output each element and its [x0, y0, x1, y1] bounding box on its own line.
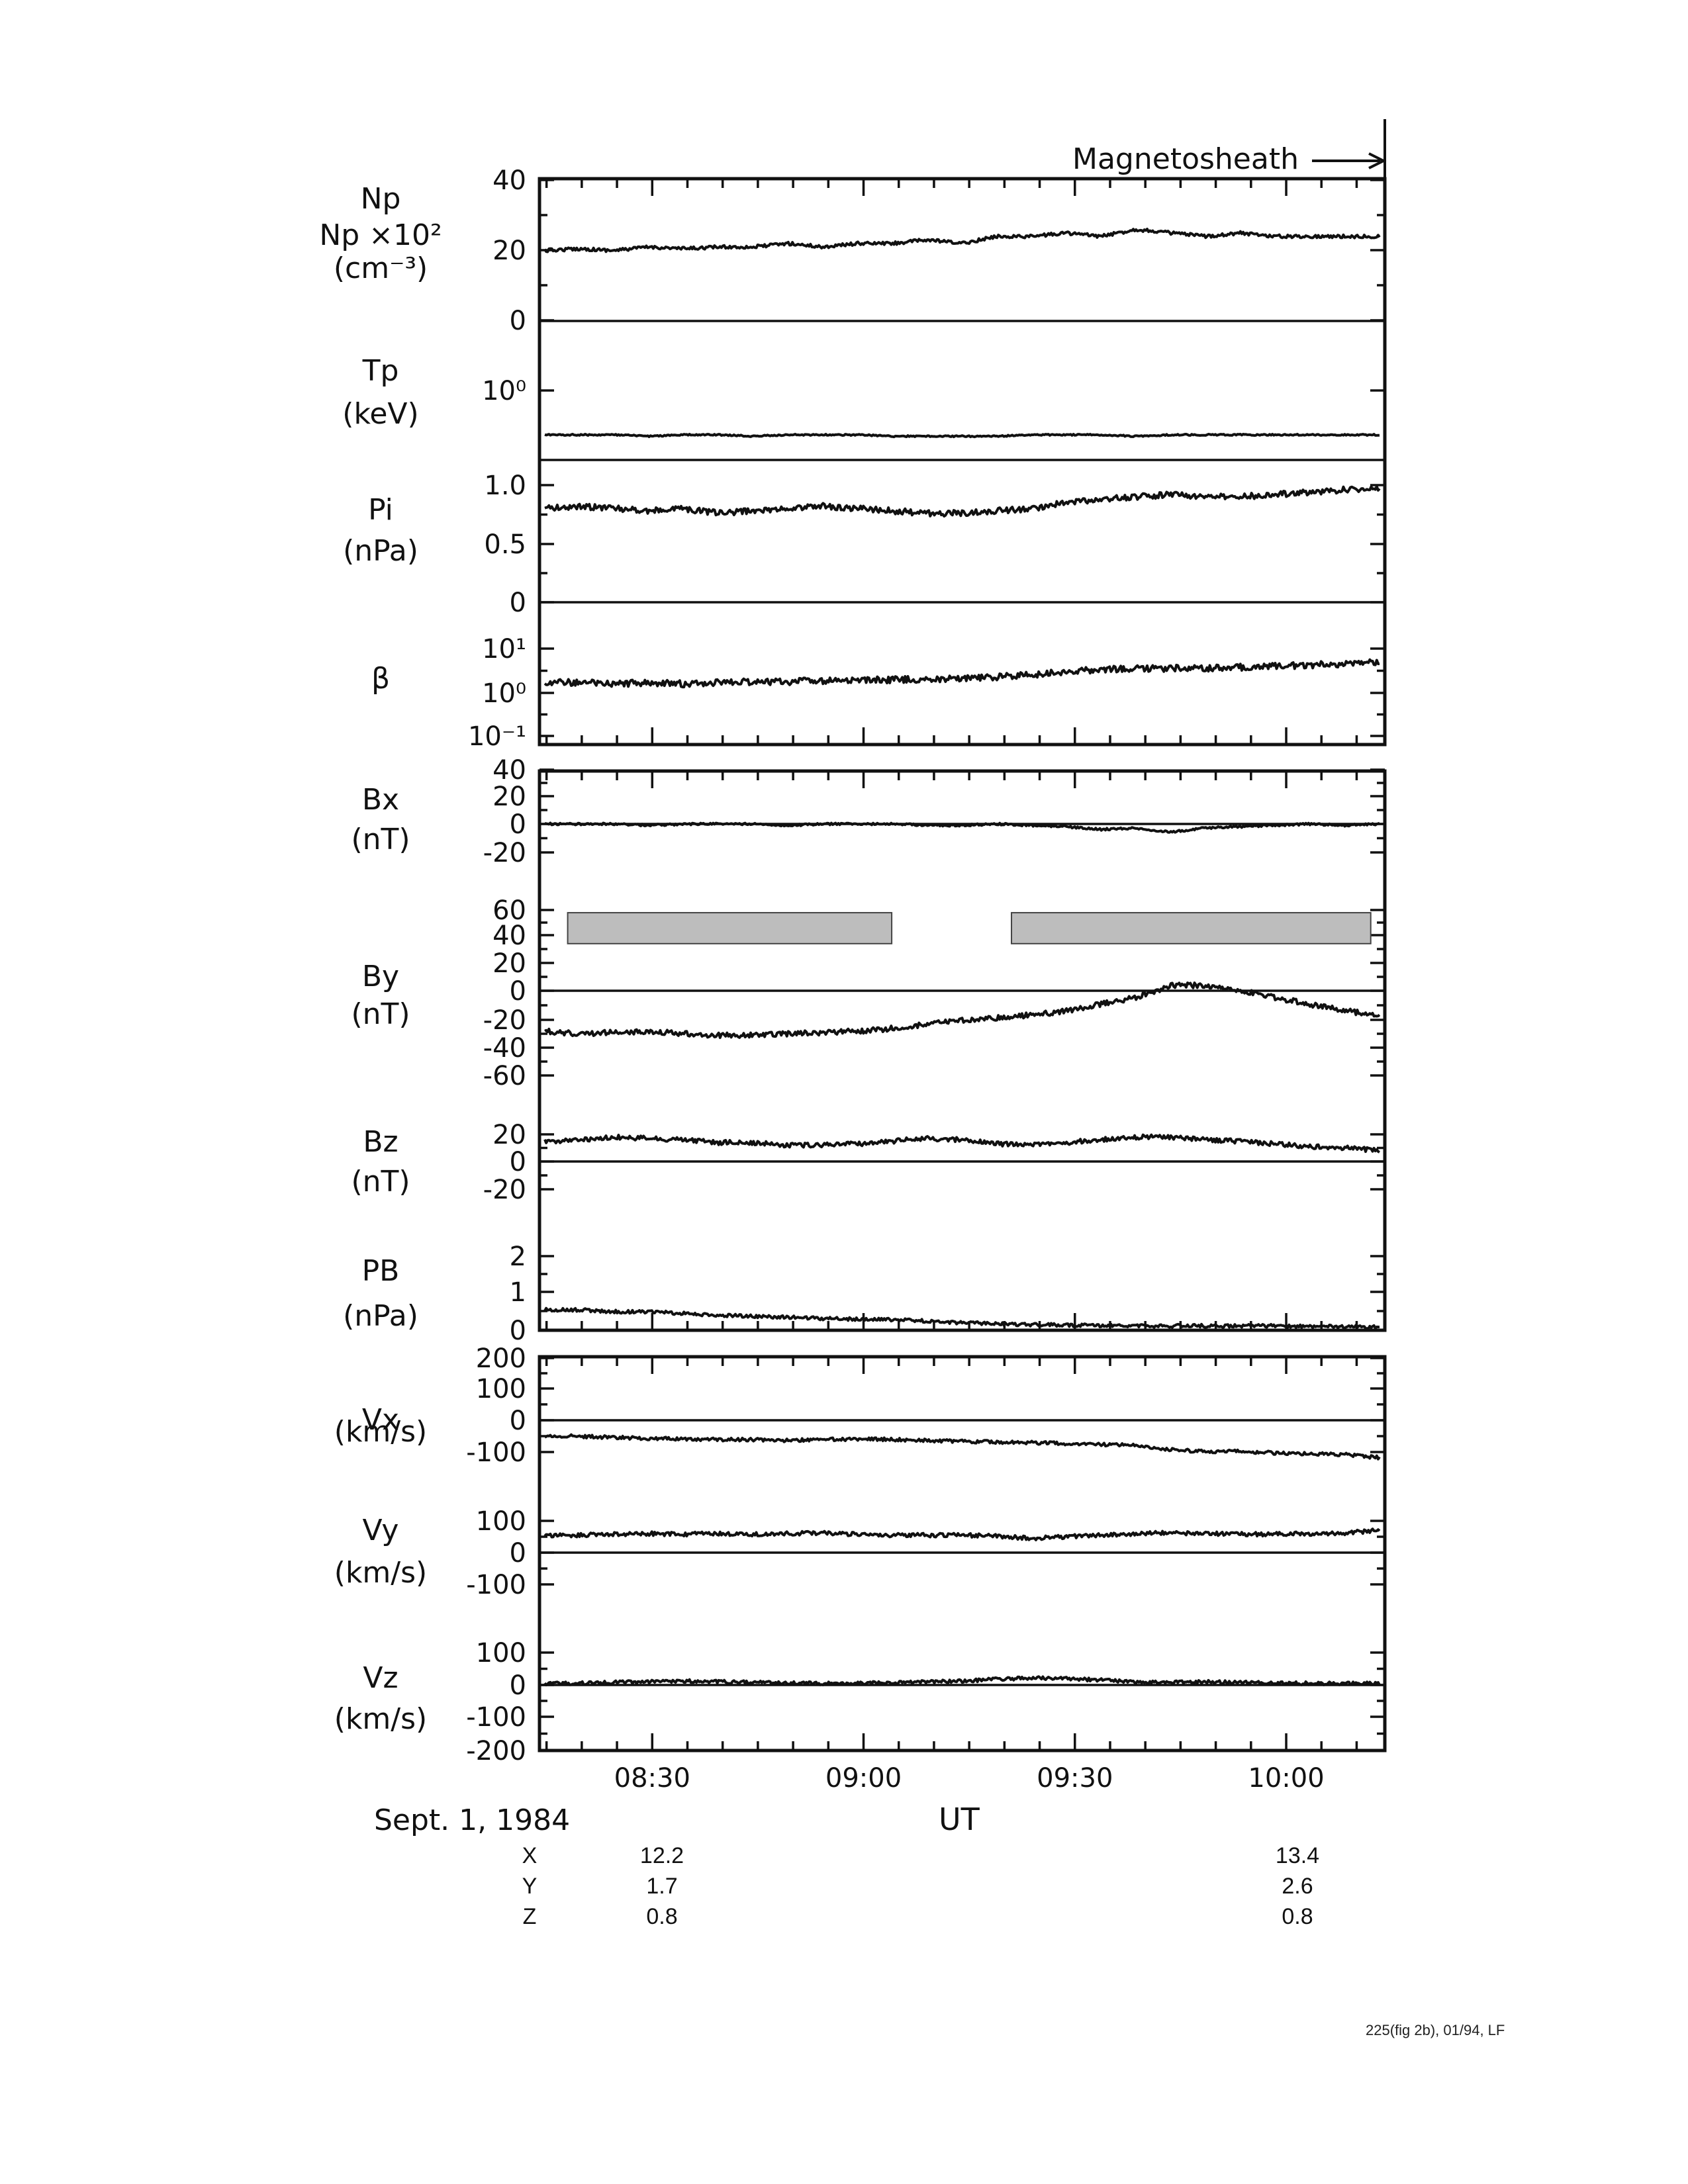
y-tick-label: 0: [510, 1670, 526, 1701]
series-tp: [544, 433, 1380, 439]
y-tick-label: -60: [483, 1061, 526, 1091]
time-axis: 08:30 09:00 09:30 10:00: [614, 1763, 1325, 1794]
y-tick-label: -100: [466, 1570, 526, 1600]
y-tick-label: 0.5: [484, 529, 526, 560]
y-tick-label: 20: [492, 782, 526, 812]
y-tick-label: 0: [510, 1147, 526, 1177]
y-tick-label: 0: [510, 1316, 526, 1346]
series-vx: [544, 1433, 1381, 1461]
y-tick-label: -20: [483, 1175, 526, 1205]
series-pb: [543, 1306, 1380, 1330]
panel-label-tp: Tp: [362, 354, 399, 388]
y-tick-label: 2: [510, 1242, 526, 1272]
position-start-value: 1.7: [646, 1874, 677, 1899]
x-axis-label: UT: [939, 1801, 980, 1837]
panel-label-np: (cm⁻³): [334, 251, 428, 285]
panel-label-pb: (nPa): [343, 1299, 418, 1333]
series-vy: [543, 1527, 1381, 1541]
figure-footer: 225(fig 2b), 01/94, LF: [1366, 2022, 1505, 2038]
y-tick-label: 20: [492, 948, 526, 979]
x-tick-label: 09:30: [1037, 1763, 1113, 1794]
panel-label-bx: (nT): [351, 823, 410, 856]
y-tick-label: 0: [510, 588, 526, 618]
series-pi: [544, 484, 1381, 518]
panel-label-vy: (km/s): [334, 1556, 427, 1590]
series-vz: [543, 1675, 1381, 1686]
panel-label-vz: (km/s): [334, 1702, 427, 1736]
panel-label-bz: (nT): [351, 1165, 410, 1199]
y-tick-label: -100: [466, 1702, 526, 1733]
y-tick-label: 10⁰: [482, 376, 526, 406]
y-tick-label: 1: [510, 1277, 526, 1308]
field-panel-frame: [538, 769, 1387, 1332]
panel-label-pi: Pi: [368, 493, 393, 527]
y-tick-label: 0: [510, 306, 526, 336]
series-by: [544, 981, 1381, 1039]
shaded-interval: [567, 912, 893, 944]
y-tick-label: 0: [510, 976, 526, 1007]
panel-label-vx: (km/s): [334, 1415, 427, 1449]
y-tick-label: 100: [476, 1638, 526, 1668]
panel-label-pb: PB: [362, 1254, 400, 1288]
series-np: [543, 228, 1381, 253]
y-tick-label: 100: [476, 1374, 526, 1404]
series-bx: [544, 821, 1380, 834]
y-tick-label: 20: [492, 1120, 526, 1150]
y-tick-label: 60: [492, 895, 526, 926]
position-axis-label: Z: [523, 1904, 537, 1929]
panel-label-pi: (nPa): [343, 534, 418, 568]
y-tick-label: 20: [492, 236, 526, 266]
x-tick-label: 09:00: [825, 1763, 902, 1794]
panel-label-vz: Vz: [363, 1661, 398, 1695]
panel-label-np: Np ×10²: [319, 218, 442, 252]
y-tick-label: 40: [492, 165, 526, 196]
y-tick-label: -20: [483, 838, 526, 868]
y-tick-label: 200: [476, 1343, 526, 1374]
position-end-value: 13.4: [1276, 1843, 1319, 1868]
y-tick-label: 0: [510, 1406, 526, 1436]
y-tick-label: 10¹: [482, 634, 526, 664]
x-tick-label: 08:30: [614, 1763, 690, 1794]
panel-label-bz: Bz: [363, 1125, 398, 1159]
plasma-panel-frame: [538, 177, 1387, 747]
y-tick-label: -100: [466, 1437, 526, 1468]
y-tick-label: 40: [492, 921, 526, 951]
position-axis-label: Y: [522, 1874, 538, 1899]
position-axis-label: X: [522, 1843, 538, 1868]
y-tick-label: 0: [510, 1538, 526, 1569]
x-tick-label: 10:00: [1248, 1763, 1324, 1794]
position-table: X 12.2 13.4 Y 1.7 2.6 Z 0.8 0.8: [522, 1843, 1319, 1929]
position-start-value: 0.8: [646, 1904, 677, 1929]
panel-label-by: By: [362, 960, 399, 993]
y-tick-label: 100: [476, 1506, 526, 1537]
panel-label-by: (nT): [351, 997, 410, 1031]
panel-label-np: Np: [361, 182, 401, 216]
y-tick-label: 10⁰: [482, 678, 526, 709]
y-tick-label: -200: [466, 1736, 526, 1766]
shaded-interval: [1010, 912, 1372, 944]
y-tick-label: 40: [492, 755, 526, 786]
y-tick-label: 1.0: [484, 471, 526, 501]
y-tick-label: 0: [510, 809, 526, 840]
panel-label-bx: Bx: [362, 783, 399, 817]
series-bz: [543, 1133, 1380, 1154]
y-tick-label: -20: [483, 1005, 526, 1036]
series-beta: [543, 658, 1380, 689]
date-label: Sept. 1, 1984: [374, 1803, 570, 1837]
position-end-value: 2.6: [1282, 1874, 1313, 1899]
magnetosheath-label: Magnetosheath: [1072, 142, 1299, 176]
panel-label-beta: β: [371, 662, 390, 696]
y-tick-label: 10⁻¹: [468, 721, 526, 752]
panel-label-vx: Vx: [362, 1403, 399, 1437]
panel-label-vy: Vy: [363, 1514, 399, 1547]
y-tick-label: -40: [483, 1033, 526, 1064]
position-start-value: 12.2: [640, 1843, 684, 1868]
position-end-value: 0.8: [1282, 1904, 1313, 1929]
panel-label-tp: (keV): [342, 397, 418, 431]
